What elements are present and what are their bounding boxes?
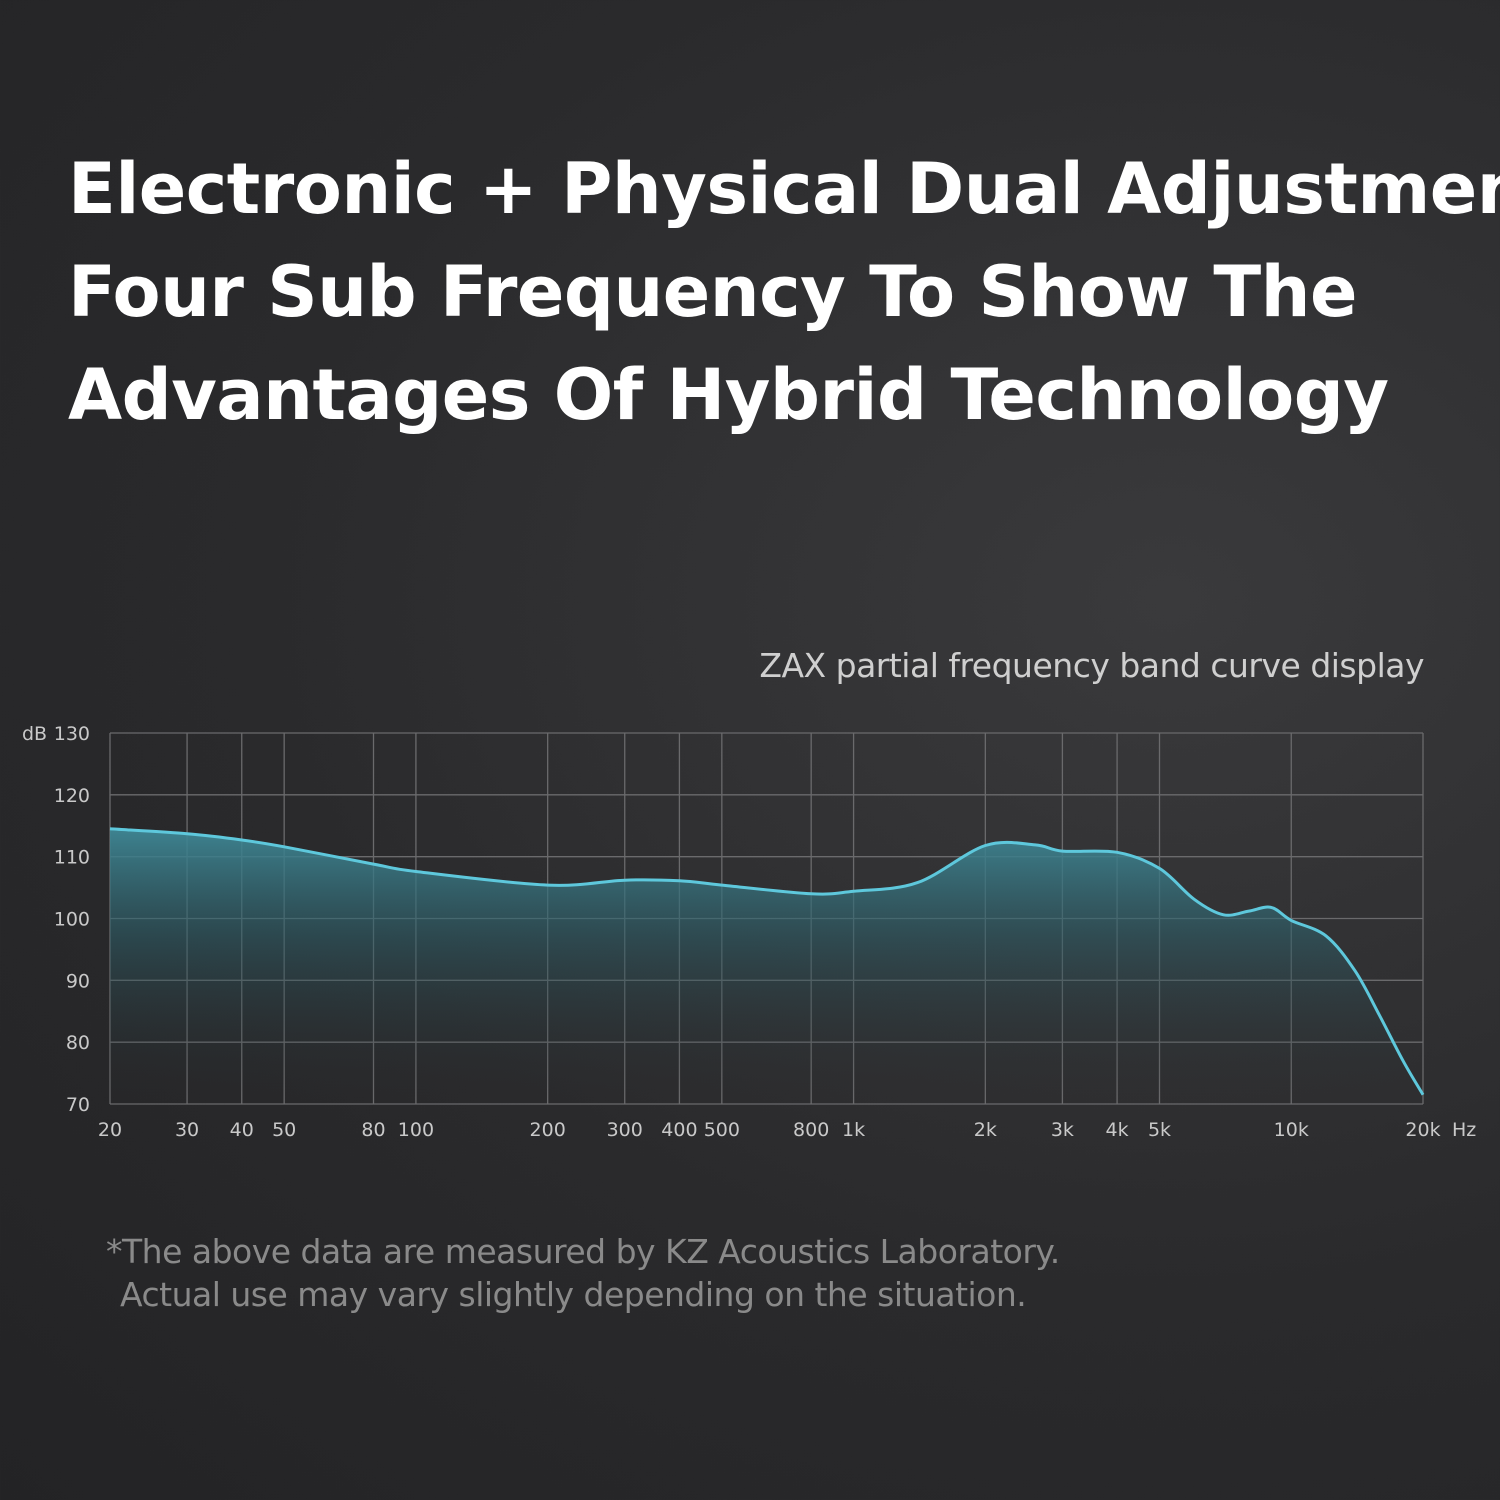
response-area xyxy=(110,828,1423,1104)
chart-labels: dB Hz 130 120 110 100 90 80 70 20 30 40 50 80 100 200… xyxy=(22,723,1476,1141)
x-tick-label: 5k xyxy=(1148,1119,1171,1141)
x-tick-label: 20k xyxy=(1405,1119,1440,1141)
x-tick-label: 50 xyxy=(272,1119,296,1141)
x-tick-label: 10k xyxy=(1274,1119,1309,1141)
x-tick-label: 3k xyxy=(1051,1119,1074,1141)
x-tick-label: 300 xyxy=(607,1119,643,1141)
y-tick-label: 80 xyxy=(66,1032,90,1054)
x-tick-label: 2k xyxy=(974,1119,997,1141)
x-tick-label: 30 xyxy=(175,1119,199,1141)
y-tick-label: 110 xyxy=(54,847,90,869)
footnote: *The above data are measured by KZ Acous… xyxy=(106,1230,1060,1316)
x-tick-label: 500 xyxy=(704,1119,740,1141)
footnote-line-2: Actual use may vary slightly depending o… xyxy=(120,1275,1027,1314)
x-tick-label: 200 xyxy=(530,1119,566,1141)
y-tick-label: 120 xyxy=(54,785,90,807)
x-tick-label: 80 xyxy=(361,1119,385,1141)
y-tick-label: 90 xyxy=(66,970,90,992)
headline-line-2: Four Sub Frequency To Show The xyxy=(68,251,1357,333)
y-axis-label: dB xyxy=(22,723,47,745)
chart-title: ZAX partial frequency band curve display xyxy=(759,646,1424,685)
x-axis-label: Hz xyxy=(1452,1119,1476,1141)
y-tick-label: 70 xyxy=(66,1094,90,1116)
x-tick-label: 40 xyxy=(230,1119,254,1141)
x-tick-label: 800 xyxy=(793,1119,829,1141)
headline: Electronic + Physical Dual Adjustment Fo… xyxy=(68,138,1500,447)
x-tick-label: 20 xyxy=(98,1119,122,1141)
x-tick-label: 1k xyxy=(842,1119,865,1141)
x-tick-label: 4k xyxy=(1106,1119,1129,1141)
response-curve xyxy=(109,827,1425,1096)
headline-line-3: Advantages Of Hybrid Technology xyxy=(68,354,1389,436)
x-tick-label: 400 xyxy=(661,1119,697,1141)
x-tick-label: 100 xyxy=(398,1119,434,1141)
y-tick-label: 130 xyxy=(54,723,90,745)
headline-line-1: Electronic + Physical Dual Adjustment xyxy=(68,148,1500,230)
footnote-line-1: *The above data are measured by KZ Acous… xyxy=(106,1232,1060,1271)
y-tick-label: 100 xyxy=(54,909,90,931)
